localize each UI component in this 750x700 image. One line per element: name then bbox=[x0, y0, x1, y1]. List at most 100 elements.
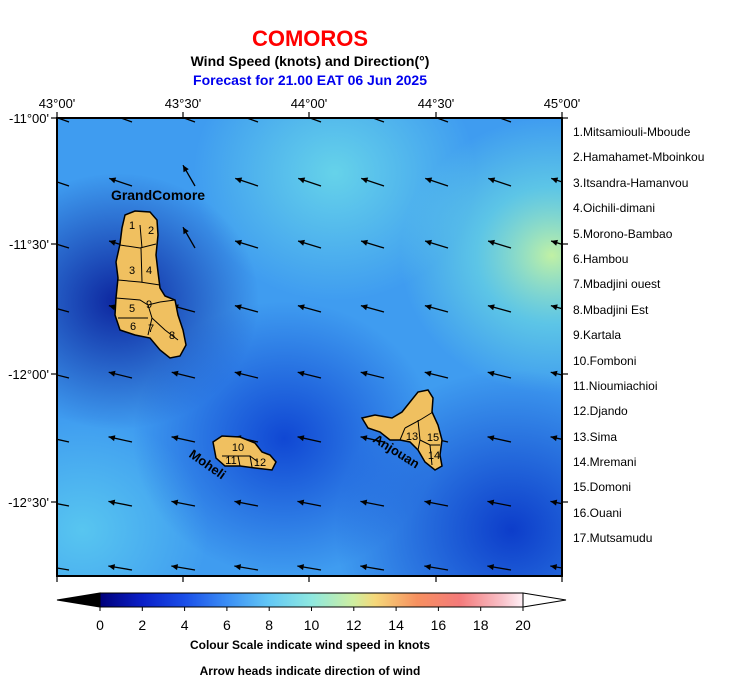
colorbar-note-direction: Arrow heads indicate direction of wind bbox=[199, 664, 421, 678]
island-label-grand-comore: GrandComore bbox=[111, 187, 205, 203]
lat-label: -12°00' bbox=[8, 367, 49, 382]
wind-arrow-head bbox=[424, 499, 432, 506]
island-grand-comore bbox=[114, 210, 187, 359]
region-number: 6 bbox=[130, 321, 136, 333]
region-number: 3 bbox=[129, 265, 135, 277]
wind-arrow-head bbox=[424, 370, 432, 377]
map-title: COMOROS bbox=[251, 26, 369, 51]
wind-speed-field bbox=[57, 118, 562, 576]
wind-arrow-shaft bbox=[57, 374, 70, 379]
region-number: 9 bbox=[146, 299, 152, 311]
wind-arrow-head bbox=[551, 177, 559, 184]
wind-arrow-head bbox=[425, 239, 432, 246]
region-number: 2 bbox=[148, 225, 154, 237]
wind-arrow-head bbox=[360, 564, 368, 571]
wind-arrow-shaft bbox=[308, 118, 322, 123]
colorbar: 0 2 4 6 8 10 12 14 16 18 20 bbox=[56, 592, 567, 633]
legend-item: 12.Djando bbox=[573, 404, 628, 419]
lon-label: 44°00' bbox=[291, 96, 328, 111]
wind-arrow-shaft bbox=[57, 307, 70, 313]
wind-arrow-head bbox=[361, 177, 369, 184]
wind-arrow-shaft bbox=[57, 503, 70, 507]
colorbar-tick-label: 0 bbox=[96, 617, 104, 633]
wind-arrow-shaft bbox=[57, 567, 70, 571]
wind-arrow-head bbox=[109, 239, 116, 246]
wind-arrow-head bbox=[109, 177, 117, 184]
island-moheli bbox=[212, 435, 277, 471]
wind-arrow-shaft bbox=[245, 118, 259, 123]
region-legend: 1.Mitsamiouli-Mboude 2.Hamahamet-Mboinko… bbox=[573, 125, 748, 557]
wind-arrow-head bbox=[171, 435, 179, 442]
colorbar-gradient bbox=[99, 592, 524, 608]
wind-arrow-shaft bbox=[435, 118, 449, 123]
wind-arrow-shaft bbox=[498, 118, 512, 123]
wind-arrow-head bbox=[360, 435, 368, 442]
wind-arrow-head bbox=[360, 304, 368, 311]
wind-arrow-shaft bbox=[57, 438, 70, 443]
wind-arrow-head bbox=[234, 499, 242, 506]
wind-arrow-head bbox=[46, 177, 53, 183]
lon-label: 44°30' bbox=[418, 96, 455, 111]
colorbar-tick-label: 2 bbox=[138, 617, 146, 633]
legend-item: 15.Domoni bbox=[573, 480, 632, 495]
colorbar-tick-label: 10 bbox=[304, 617, 320, 633]
region-number: 11 bbox=[225, 455, 236, 467]
lat-label: -12°30' bbox=[8, 495, 49, 510]
wind-arrow-head bbox=[487, 370, 495, 377]
region-number: 15 bbox=[427, 432, 439, 444]
wind-arrow-head bbox=[424, 304, 432, 311]
wind-arrow-shaft bbox=[57, 181, 70, 187]
legend-item: 10.Fomboni bbox=[573, 353, 637, 368]
wind-arrow-head bbox=[551, 239, 558, 246]
region-number: 1 bbox=[129, 220, 135, 232]
wind-arrow-head bbox=[171, 564, 179, 571]
wind-arrow-head bbox=[183, 165, 189, 173]
lon-label: 43°00' bbox=[39, 96, 76, 111]
wind-arrow-head bbox=[46, 435, 53, 441]
region-numbers: 1 2 3 4 5 6 7 8 9 10 11 12 13 14 15 bbox=[129, 220, 440, 469]
colorbar-tick-label: 16 bbox=[431, 617, 447, 633]
wind-arrow-head bbox=[297, 499, 305, 506]
colorbar-tick-label: 6 bbox=[223, 617, 231, 633]
wind-arrow-head bbox=[360, 499, 368, 506]
region-number: 10 bbox=[232, 442, 244, 454]
colorbar-note-speed: Colour Scale indicate wind speed in knot… bbox=[189, 638, 431, 652]
legend-item: 11.Nioumiachioi bbox=[573, 378, 658, 393]
wind-arrow-head bbox=[234, 370, 242, 377]
lon-label: 45°00' bbox=[544, 96, 581, 111]
colorbar-tick-label: 4 bbox=[181, 617, 189, 633]
colorbar-under-triangle bbox=[56, 592, 101, 608]
wind-arrow-head bbox=[297, 304, 305, 311]
wind-arrow-head bbox=[302, 118, 304, 119]
wind-arrow-head bbox=[487, 435, 495, 442]
wind-arrow-head bbox=[297, 370, 305, 377]
legend-item: 13.Sima bbox=[573, 429, 618, 444]
wind-arrow-head bbox=[429, 118, 431, 119]
wind-arrow-head bbox=[487, 499, 495, 506]
legend-item: 7.Mbadjini ouest bbox=[573, 277, 661, 292]
legend-item: 5.Morono-Bambao bbox=[573, 226, 673, 241]
legend-item: 6.Hambou bbox=[573, 251, 629, 266]
wind-arrow-shaft bbox=[182, 118, 196, 123]
legend-item: 8.Mbadjini Est bbox=[573, 302, 649, 317]
region-number: 13 bbox=[406, 431, 418, 443]
wind-arrow-head bbox=[183, 227, 189, 235]
lat-label: -11°00' bbox=[9, 111, 49, 126]
wind-arrow-head bbox=[488, 239, 495, 246]
lat-label: -11°30' bbox=[9, 237, 49, 252]
wind-arrow-head bbox=[487, 304, 495, 311]
wind-arrow-head bbox=[424, 564, 432, 571]
wind-arrow-head bbox=[550, 564, 558, 571]
wind-arrow-head bbox=[550, 435, 558, 442]
region-number: 12 bbox=[254, 457, 266, 469]
legend-item: 3.Itsandra-Hamanvou bbox=[573, 175, 689, 190]
wind-arrow-shaft bbox=[57, 118, 70, 123]
wind-arrow-head bbox=[555, 118, 557, 119]
wind-arrow-head bbox=[298, 239, 305, 246]
wind-arrow-shaft bbox=[119, 118, 133, 123]
wind-arrow-head bbox=[234, 304, 242, 311]
wind-arrow-head bbox=[113, 118, 115, 119]
region-number: 7 bbox=[148, 323, 154, 335]
wind-arrow-head bbox=[297, 435, 305, 442]
wind-arrow-head bbox=[171, 370, 179, 377]
